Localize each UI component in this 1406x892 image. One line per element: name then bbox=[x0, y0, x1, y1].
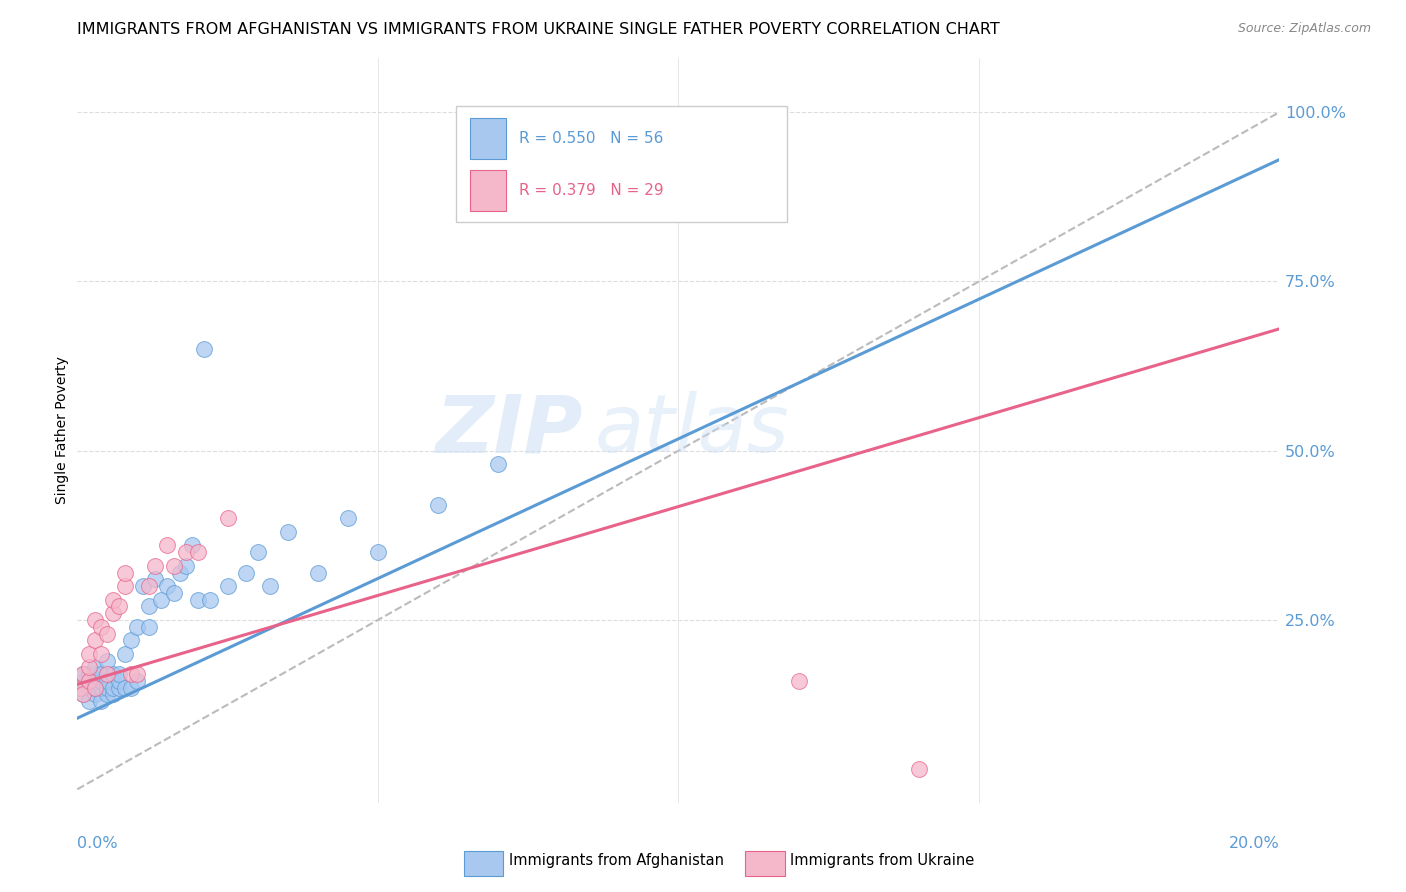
Point bbox=[72, 688, 94, 702]
Point bbox=[187, 592, 209, 607]
Point bbox=[127, 620, 149, 634]
Point bbox=[108, 667, 131, 681]
Point bbox=[162, 558, 184, 573]
Point bbox=[90, 647, 112, 661]
Point bbox=[96, 626, 118, 640]
Point bbox=[114, 566, 136, 580]
Point bbox=[96, 654, 118, 668]
Point bbox=[69, 681, 91, 695]
Point bbox=[103, 667, 125, 681]
Point bbox=[84, 673, 107, 688]
Point bbox=[156, 539, 179, 553]
Point bbox=[79, 681, 101, 695]
Point bbox=[114, 579, 136, 593]
Text: R = 0.379   N = 29: R = 0.379 N = 29 bbox=[519, 183, 664, 198]
Point bbox=[96, 667, 118, 681]
Point bbox=[72, 673, 94, 688]
Point bbox=[180, 539, 202, 553]
Point bbox=[84, 613, 107, 627]
Point bbox=[486, 457, 509, 471]
Point bbox=[79, 673, 101, 688]
Point bbox=[174, 545, 197, 559]
Point bbox=[90, 620, 112, 634]
Point bbox=[259, 579, 281, 593]
Point bbox=[198, 592, 221, 607]
Point bbox=[84, 681, 107, 695]
Point bbox=[277, 524, 299, 539]
FancyBboxPatch shape bbox=[471, 169, 506, 211]
Point bbox=[427, 498, 450, 512]
Point bbox=[84, 660, 107, 674]
Point bbox=[787, 673, 810, 688]
Point bbox=[72, 667, 94, 681]
Point bbox=[114, 647, 136, 661]
Point bbox=[103, 681, 125, 695]
Point bbox=[79, 673, 101, 688]
Point bbox=[908, 762, 931, 776]
Point bbox=[69, 681, 91, 695]
Point bbox=[90, 681, 112, 695]
Point bbox=[235, 566, 257, 580]
Point bbox=[114, 681, 136, 695]
Point bbox=[127, 673, 149, 688]
Point bbox=[96, 681, 118, 695]
Point bbox=[79, 647, 101, 661]
Point bbox=[307, 566, 329, 580]
Point bbox=[217, 579, 239, 593]
FancyBboxPatch shape bbox=[456, 106, 786, 222]
Point bbox=[120, 667, 142, 681]
Point bbox=[156, 579, 179, 593]
Point bbox=[217, 511, 239, 525]
Point bbox=[367, 545, 389, 559]
Text: IMMIGRANTS FROM AFGHANISTAN VS IMMIGRANTS FROM UKRAINE SINGLE FATHER POVERTY COR: IMMIGRANTS FROM AFGHANISTAN VS IMMIGRANT… bbox=[77, 22, 1000, 37]
Point bbox=[150, 592, 173, 607]
Point bbox=[169, 566, 191, 580]
Point bbox=[127, 667, 149, 681]
Point bbox=[84, 681, 107, 695]
Point bbox=[79, 660, 101, 674]
Point bbox=[84, 633, 107, 648]
Point bbox=[138, 620, 160, 634]
Text: 20.0%: 20.0% bbox=[1229, 837, 1279, 851]
Text: atlas: atlas bbox=[595, 392, 789, 469]
Point bbox=[72, 688, 94, 702]
Point bbox=[79, 694, 101, 708]
Text: Immigrants from Ukraine: Immigrants from Ukraine bbox=[790, 854, 974, 868]
Point bbox=[84, 688, 107, 702]
Point bbox=[103, 606, 125, 620]
Point bbox=[90, 667, 112, 681]
Text: Immigrants from Afghanistan: Immigrants from Afghanistan bbox=[509, 854, 724, 868]
Point bbox=[193, 342, 215, 356]
Point bbox=[132, 579, 155, 593]
Point bbox=[96, 673, 118, 688]
Point bbox=[90, 694, 112, 708]
Point bbox=[79, 667, 101, 681]
Point bbox=[96, 688, 118, 702]
Point bbox=[162, 586, 184, 600]
Point bbox=[103, 688, 125, 702]
Text: R = 0.550   N = 56: R = 0.550 N = 56 bbox=[519, 130, 662, 145]
Point bbox=[138, 579, 160, 593]
Point bbox=[72, 667, 94, 681]
Point bbox=[336, 511, 359, 525]
FancyBboxPatch shape bbox=[471, 118, 506, 159]
Y-axis label: Single Father Poverty: Single Father Poverty bbox=[55, 357, 69, 504]
Point bbox=[108, 681, 131, 695]
Point bbox=[145, 573, 167, 587]
Point bbox=[145, 558, 167, 573]
Point bbox=[108, 599, 131, 614]
Point bbox=[138, 599, 160, 614]
Point bbox=[120, 681, 142, 695]
Text: Source: ZipAtlas.com: Source: ZipAtlas.com bbox=[1237, 22, 1371, 36]
Point bbox=[84, 667, 107, 681]
Text: 0.0%: 0.0% bbox=[77, 837, 118, 851]
Point bbox=[90, 673, 112, 688]
Point bbox=[103, 592, 125, 607]
Point bbox=[174, 558, 197, 573]
Point bbox=[120, 633, 142, 648]
Point bbox=[246, 545, 269, 559]
Text: ZIP: ZIP bbox=[434, 392, 582, 469]
Point bbox=[108, 673, 131, 688]
Point bbox=[187, 545, 209, 559]
